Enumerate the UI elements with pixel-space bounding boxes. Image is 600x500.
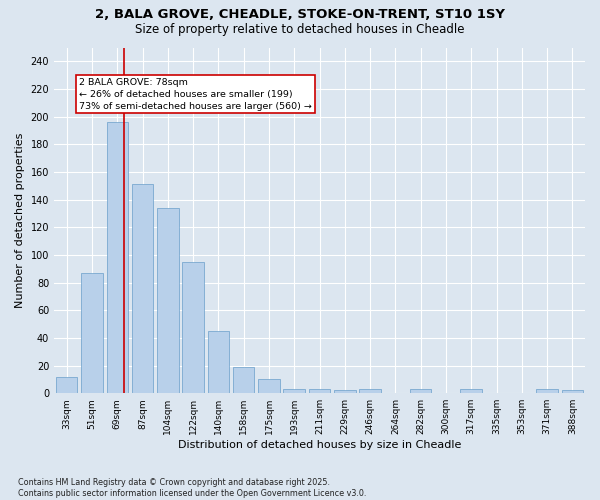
Bar <box>410 389 431 393</box>
X-axis label: Distribution of detached houses by size in Cheadle: Distribution of detached houses by size … <box>178 440 461 450</box>
Bar <box>233 367 254 393</box>
Text: 2, BALA GROVE, CHEADLE, STOKE-ON-TRENT, ST10 1SY: 2, BALA GROVE, CHEADLE, STOKE-ON-TRENT, … <box>95 8 505 20</box>
Bar <box>359 389 381 393</box>
Y-axis label: Number of detached properties: Number of detached properties <box>15 132 25 308</box>
Bar <box>309 389 330 393</box>
Bar <box>536 389 558 393</box>
Text: Contains HM Land Registry data © Crown copyright and database right 2025.
Contai: Contains HM Land Registry data © Crown c… <box>18 478 367 498</box>
Bar <box>460 389 482 393</box>
Bar <box>132 184 153 393</box>
Bar <box>182 262 204 393</box>
Bar <box>562 390 583 393</box>
Bar <box>56 376 77 393</box>
Bar <box>283 389 305 393</box>
Bar <box>107 122 128 393</box>
Bar <box>157 208 179 393</box>
Bar <box>208 331 229 393</box>
Bar <box>258 380 280 393</box>
Text: Size of property relative to detached houses in Cheadle: Size of property relative to detached ho… <box>135 22 465 36</box>
Bar <box>81 273 103 393</box>
Bar <box>334 390 356 393</box>
Text: 2 BALA GROVE: 78sqm
← 26% of detached houses are smaller (199)
73% of semi-detac: 2 BALA GROVE: 78sqm ← 26% of detached ho… <box>79 78 311 110</box>
